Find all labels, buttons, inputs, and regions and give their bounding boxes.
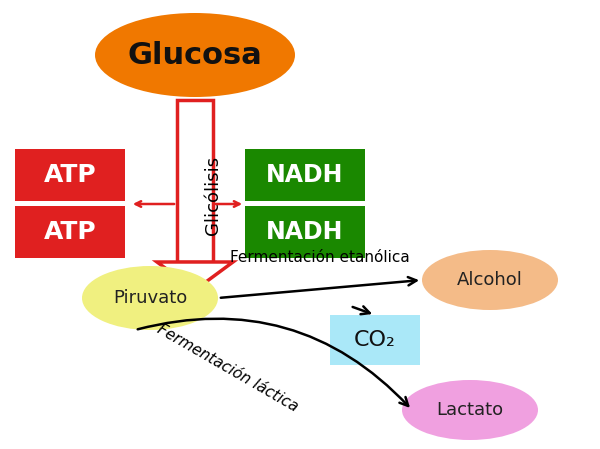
Text: Glicólisis: Glicólisis [204,155,222,234]
Text: Lactato: Lactato [436,401,503,419]
Text: NADH: NADH [266,220,344,244]
Text: Alcohol: Alcohol [457,271,523,289]
Bar [330,315,420,365]
Text: Piruvato: Piruvato [113,289,187,307]
Text: CO₂: CO₂ [354,330,396,350]
Bar [15,206,125,258]
Text: Fermentación láctica: Fermentación láctica [155,321,301,414]
Polygon shape [177,100,213,262]
FancyArrowPatch shape [137,319,408,406]
Text: ATP: ATP [44,220,97,244]
Bar [245,206,365,258]
Ellipse shape [422,250,558,310]
Ellipse shape [402,380,538,440]
Text: Fermentación etanólica: Fermentación etanólica [230,250,410,265]
Text: NADH: NADH [266,163,344,187]
Ellipse shape [82,266,218,330]
Text: ATP: ATP [44,163,97,187]
Ellipse shape [95,13,295,97]
Polygon shape [157,262,233,290]
Bar [15,149,125,201]
Bar [245,149,365,201]
Text: Glucosa: Glucosa [128,40,262,70]
